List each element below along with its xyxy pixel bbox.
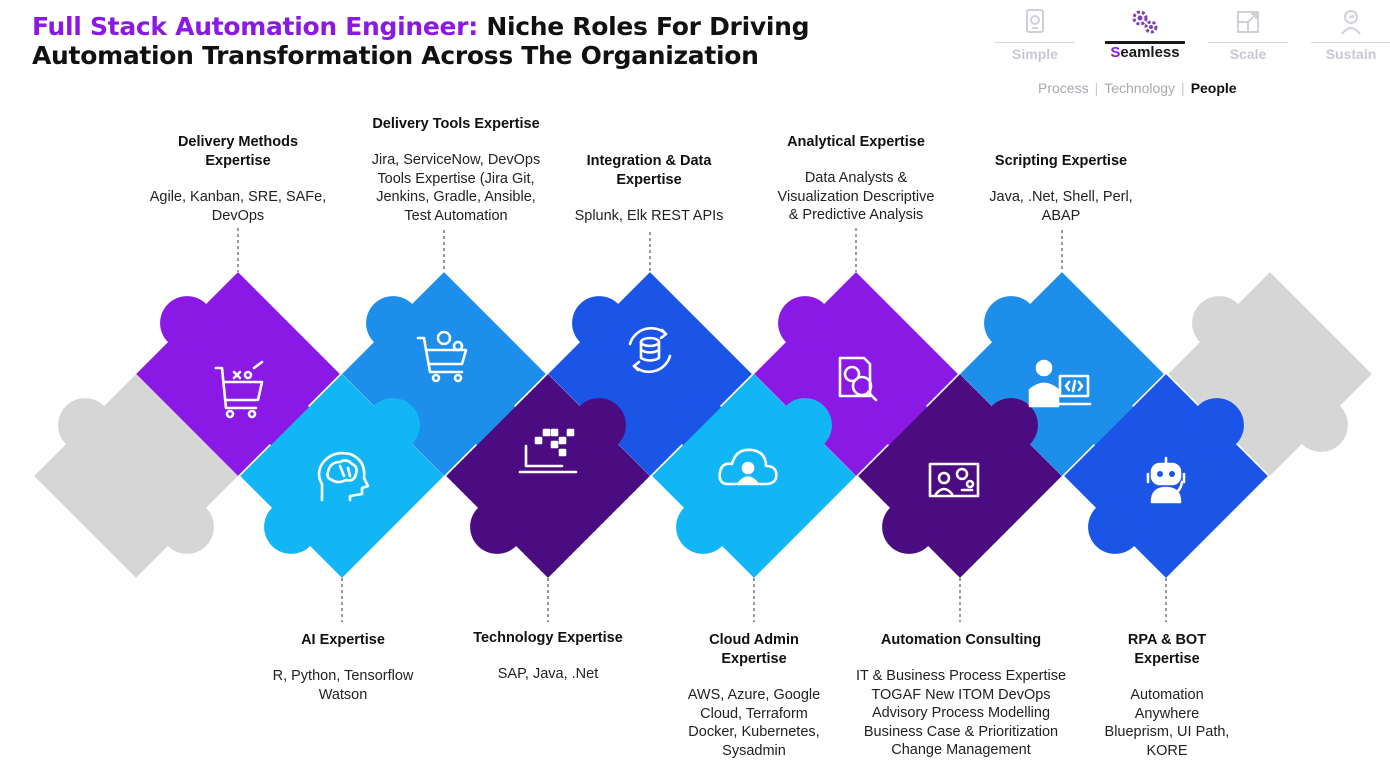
report-search-icon — [838, 356, 878, 402]
tab-scale[interactable]: Scale — [1208, 6, 1288, 66]
tab-underline — [995, 42, 1075, 43]
connector-lines — [237, 228, 1167, 622]
tab-seamless-label: Seamless — [1110, 44, 1180, 61]
title-accent: Full Stack Automation Engineer: — [32, 12, 478, 41]
role-ai: AI Expertise R, Python, Tensorflow Watson — [238, 631, 448, 704]
person-leaf-icon — [1341, 10, 1361, 35]
role-integration-data: Integration & Data Expertise Splunk, Elk … — [544, 152, 754, 226]
title-rest: Niche Roles For Driving — [486, 12, 810, 41]
tab-sustain-label: Sustain — [1325, 46, 1377, 62]
cart-strategy-icon — [214, 360, 264, 419]
page-title: Full Stack Automation Engineer: Niche Ro… — [32, 12, 810, 70]
role-rpa-bot: RPA & BOT Expertise Automation Anywhere Blu… — [1062, 631, 1272, 760]
role-delivery-tools: Delivery Tools Expertise Jira, ServiceNo… — [351, 115, 561, 225]
presentation-gear-icon — [928, 462, 980, 498]
subnav-process[interactable]: Process — [1038, 80, 1089, 96]
role-delivery-methods: Delivery Methods Expertise Agile, Kanban,… — [133, 133, 343, 225]
laptop-pixels-icon — [518, 428, 578, 474]
role-title: Automation Consulting — [880, 632, 1042, 648]
subnav-people[interactable]: People — [1190, 80, 1237, 96]
database-sync-icon — [628, 326, 672, 374]
role-description: R, Python, Tensorflow Watson — [272, 668, 414, 703]
role-description: Splunk, Elk REST APIs — [574, 208, 724, 224]
tab-underline — [1311, 42, 1390, 43]
role-technology: Technology Expertise SAP, Java, .Net — [443, 629, 653, 684]
role-title: AI Expertise — [301, 632, 385, 648]
subnav-technology[interactable]: Technology — [1104, 80, 1176, 96]
role-description: Automation Anywhere Blueprism, UI Path, KOR… — [1104, 687, 1230, 759]
role-description: Jira, ServiceNow, DevOps Tools Expertise … — [371, 152, 541, 224]
role-description: AWS, Azure, Google Cloud, Terraform Docker… — [687, 687, 821, 759]
tab-simple-label: Simple — [1012, 46, 1058, 62]
cart-gear-icon — [416, 330, 468, 383]
role-description: Agile, Kanban, SRE, SAFe, DevOps — [149, 189, 327, 224]
robot-icon — [1146, 456, 1186, 504]
subnav-separator: | — [1181, 80, 1185, 96]
role-automation-consulting: Automation Consulting IT & Business Proc… — [835, 631, 1087, 760]
subnav-separator: | — [1094, 80, 1099, 96]
tab-seamless[interactable]: Seamless — [1105, 6, 1185, 66]
role-title: Scripting Expertise — [994, 153, 1128, 169]
developer-code-icon — [1028, 359, 1092, 408]
cloud-user-icon — [718, 448, 778, 486]
role-title: Analytical Expertise — [787, 134, 925, 150]
role-description: Java, .Net, Shell, Perl, ABAP — [989, 189, 1133, 224]
tab-underline — [1105, 41, 1185, 44]
tab-underline — [1208, 42, 1288, 43]
brain-head-icon — [317, 451, 370, 502]
role-cloud-admin: Cloud Admin Expertise AWS, Azure, Google C… — [649, 631, 859, 760]
role-scripting: Scripting Expertise Java, .Net, Shell, P… — [956, 152, 1166, 225]
role-title: Delivery Methods Expertise — [177, 134, 299, 169]
gears-icon — [1132, 10, 1158, 34]
pillar-nav: Simple Seamless Scale Sustain — [995, 6, 1390, 66]
role-description: IT & Business Process Expertise TOGAF New… — [855, 668, 1067, 758]
role-analytical: Analytical Expertise Data Analysts & Visu… — [750, 133, 962, 225]
role-title: Delivery Tools Expertise — [372, 116, 540, 132]
tab-scale-label: Scale — [1229, 46, 1267, 62]
role-description: Data Analysts & Visualization Descriptive… — [777, 170, 935, 223]
tab-simple[interactable]: Simple — [995, 6, 1075, 66]
title-line2: Automation Transformation Across The Org… — [32, 41, 759, 70]
role-title: Integration & Data Expertise — [586, 153, 712, 188]
sub-nav: Process | Technology | People — [1038, 80, 1237, 96]
role-title: RPA & BOT Expertise — [1127, 632, 1207, 667]
role-title: Technology Expertise — [473, 630, 623, 646]
expand-icon — [1237, 11, 1259, 33]
tab-sustain[interactable]: Sustain — [1311, 6, 1390, 66]
role-title: Cloud Admin Expertise — [709, 632, 799, 667]
device-icon — [1026, 9, 1044, 33]
role-description: SAP, Java, .Net — [497, 666, 599, 682]
